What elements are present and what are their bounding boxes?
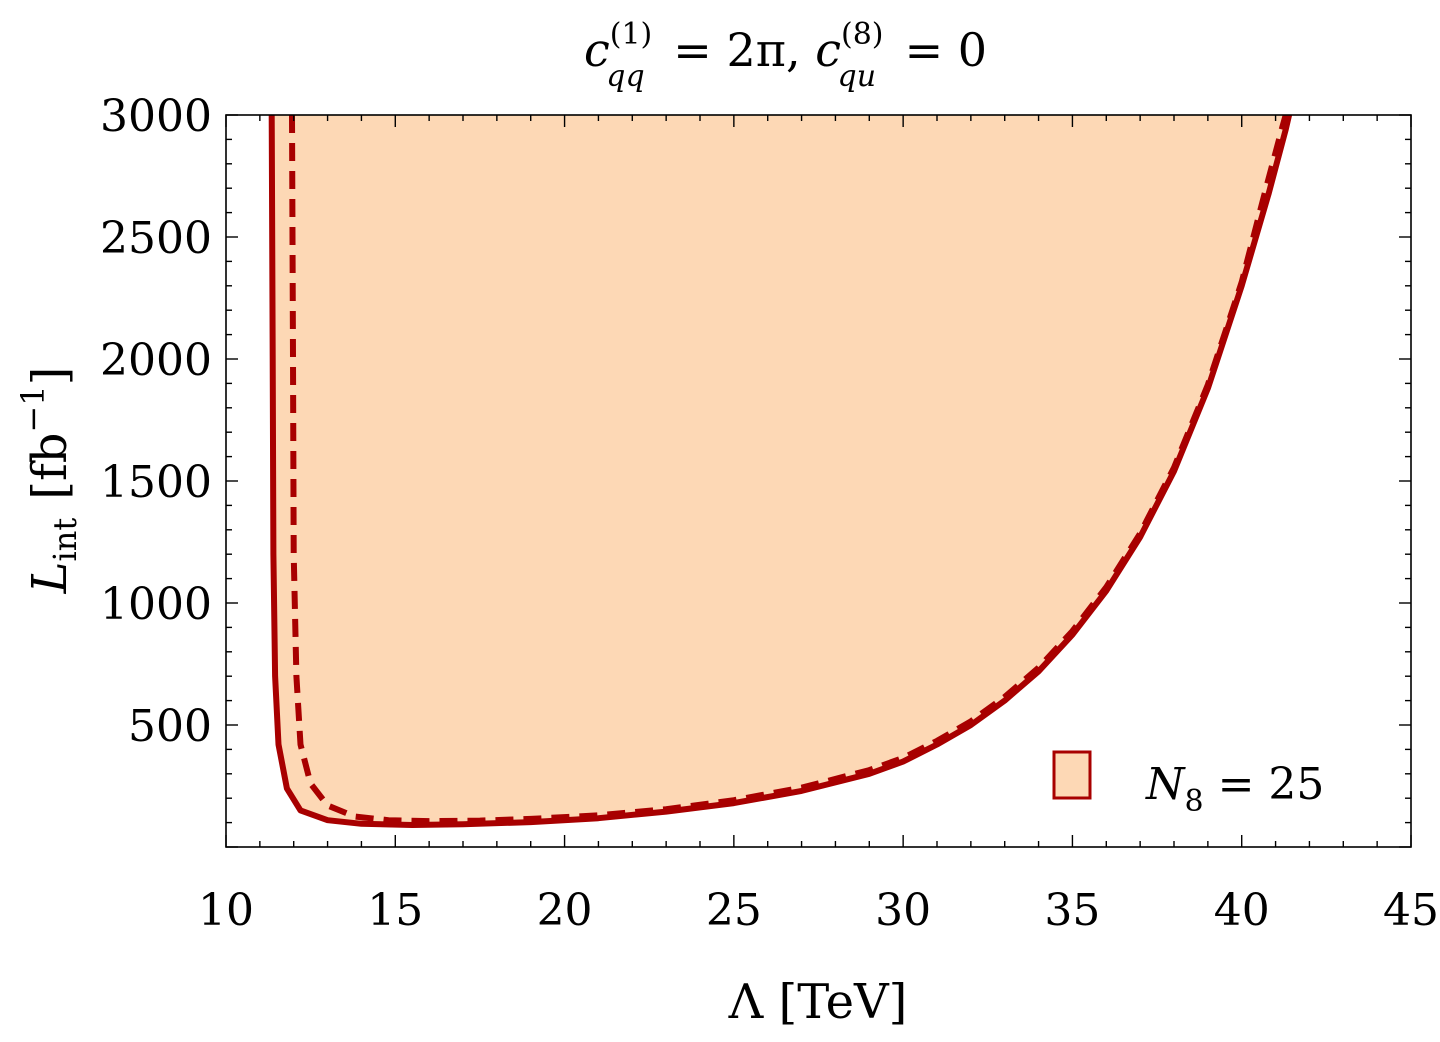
x-axis-label: Λ [TeV]	[728, 974, 908, 1030]
series-line-dashed	[289, 115, 1289, 825]
x-tick-label: 20	[537, 885, 593, 936]
x-tick-label: 10	[198, 885, 254, 936]
x-tick-label: 45	[1383, 885, 1439, 936]
tick-label-layer: 10 15 20 25 30 35 40 45 500 1000 1500 2000 2500 3000	[100, 91, 1439, 936]
y-axis-label: Lint[fb−1]	[14, 367, 84, 595]
y-tick-label: 1000	[100, 579, 212, 630]
x-tick-label: 35	[1044, 885, 1100, 936]
y-tick-label: 2500	[100, 213, 212, 264]
x-tick-label: 40	[1214, 885, 1270, 936]
series-layer	[268, 115, 1293, 828]
legend-label: N8 = 25	[1145, 759, 1324, 819]
legend: N8 = 25	[1052, 750, 1324, 819]
chart-title: c(1) qq = 2π, c(8) qu = 0	[584, 17, 987, 94]
allowed-region-fill	[271, 115, 1290, 825]
legend-swatch	[1052, 750, 1092, 800]
y-tick-label: 500	[128, 701, 212, 752]
y-tick-label: 1500	[100, 457, 212, 508]
x-tick-label: 30	[875, 885, 931, 936]
x-tick-label: 15	[367, 885, 423, 936]
y-tick-label: 2000	[100, 335, 212, 386]
x-tick-label: 25	[706, 885, 762, 936]
plot-frame	[225, 114, 1412, 848]
y-tick-label: 3000	[100, 91, 212, 142]
